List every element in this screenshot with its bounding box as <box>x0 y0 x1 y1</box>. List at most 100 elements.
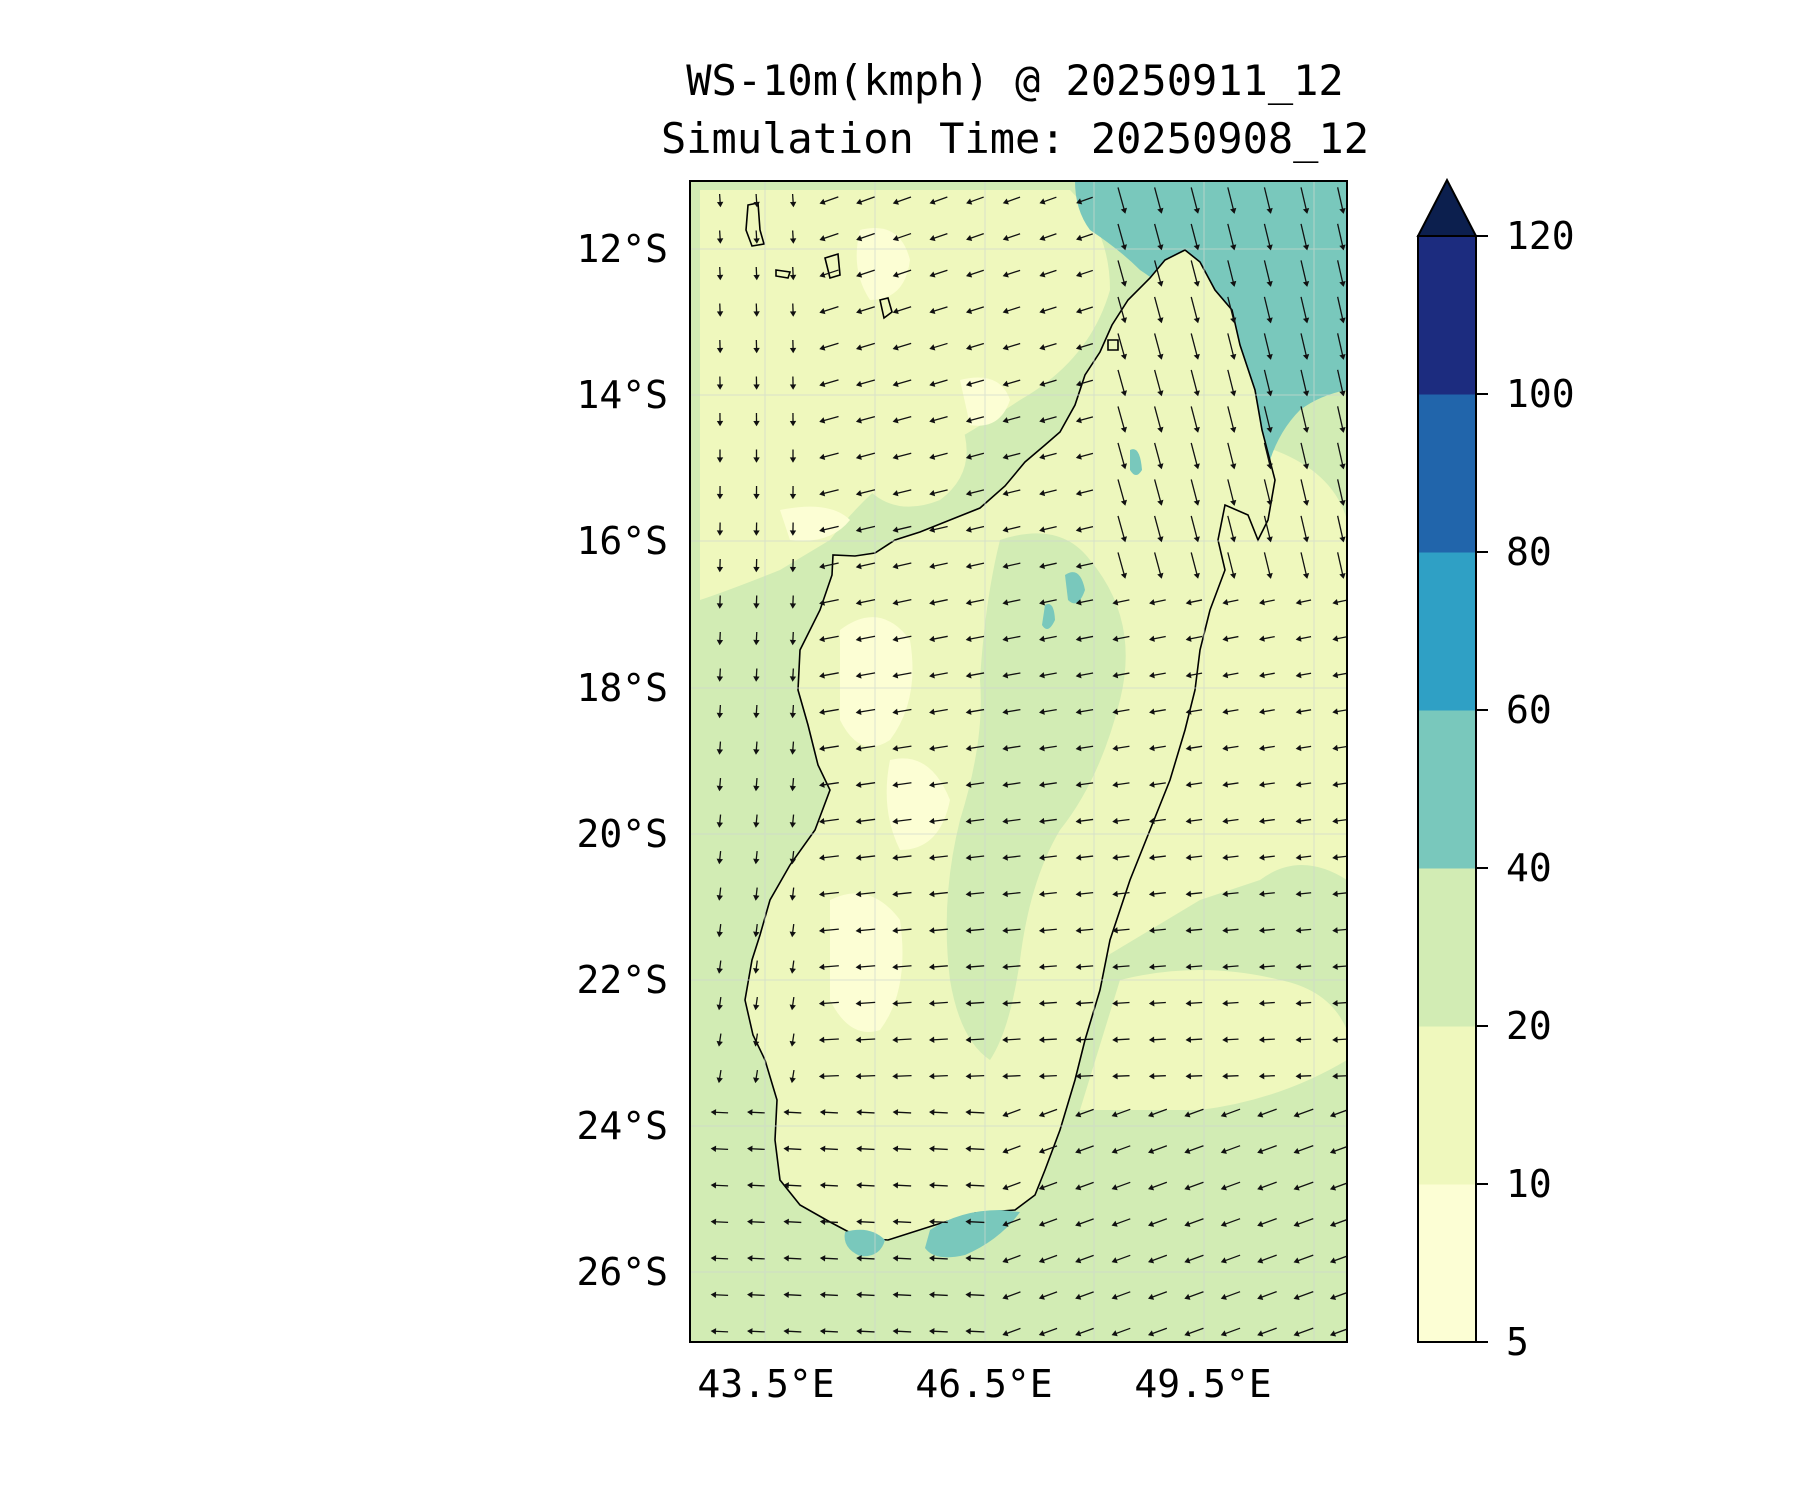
wind-arrow-head <box>1295 635 1302 642</box>
wind-arrow-head <box>753 347 760 354</box>
wind-arrow-head <box>716 274 724 281</box>
wind-arrow-head <box>1112 708 1119 715</box>
wind-arrow-head <box>819 1218 826 1225</box>
wind-arrow-head <box>1339 536 1346 543</box>
colorbar-segments <box>1418 236 1476 1343</box>
wind-arrow-shaft <box>1227 479 1235 505</box>
wind-arrow-head <box>856 307 863 315</box>
wind-arrow-head <box>789 967 796 974</box>
wind-arrow-shaft <box>1117 406 1126 432</box>
wind-arrow-head <box>789 712 797 719</box>
wind-arrow-head <box>1258 854 1265 861</box>
wind-arrow-head <box>892 745 899 752</box>
wind-arrow-head <box>716 931 723 938</box>
wind-arrow-head <box>1002 599 1009 606</box>
wind-arrow-head <box>789 895 796 901</box>
wind-arrow-head <box>1039 562 1046 570</box>
wind-arrow-head <box>819 453 826 460</box>
wind-arrow-head <box>1038 890 1045 898</box>
wind-arrow-shaft <box>1190 406 1199 432</box>
wind-arrow-head <box>753 895 760 901</box>
wind-arrow-head <box>965 817 972 825</box>
wind-arrow-head <box>1002 380 1009 387</box>
wind-arrow-head <box>1258 927 1265 934</box>
wind-arrow-head <box>1075 708 1082 715</box>
wind-arrow-shaft <box>1337 552 1344 578</box>
wind-arrow-head <box>789 603 797 609</box>
wind-arrow-head <box>1329 1257 1337 1264</box>
wind-arrow-head <box>710 1182 717 1189</box>
wind-arrow-head <box>1120 426 1127 433</box>
wind-arrow-head <box>855 1073 862 1080</box>
wind-arrow-head <box>716 749 724 755</box>
wind-arrow-head <box>1302 426 1310 433</box>
wind-arrow-head <box>1193 426 1200 433</box>
wind-arrow-head <box>747 1291 753 1299</box>
map-title: WS-10m(kmph) @ 20250911_12 <box>686 56 1344 105</box>
wind-arrow-head <box>892 1145 899 1152</box>
wind-arrow-head <box>1302 499 1310 506</box>
wind-arrow-head <box>1075 1184 1082 1191</box>
wind-arrow-head <box>1193 463 1200 470</box>
colorbar-segment <box>1418 552 1476 711</box>
wind-arrow-head <box>856 1182 862 1189</box>
wind-arrow-head <box>710 1291 717 1299</box>
wind-arrow-head <box>1257 1257 1264 1264</box>
wind-arrow-head <box>818 927 825 934</box>
wind-arrow-head <box>819 745 825 752</box>
wind-arrow-head <box>1002 1184 1009 1191</box>
wind-arrow-head <box>1258 744 1265 752</box>
wind-arrow-head <box>1332 744 1339 752</box>
wind-arrow-head <box>789 420 797 427</box>
wind-arrow-head <box>1002 854 1008 861</box>
wind-arrow-head <box>1039 234 1046 241</box>
wind-arrow-head <box>783 1218 789 1225</box>
wind-arrow-head <box>1002 817 1009 825</box>
wind-arrow-head <box>928 890 935 898</box>
wind-arrow-head <box>928 1328 935 1335</box>
wind-arrow-head <box>1112 599 1119 606</box>
wind-arrow-head <box>1193 353 1200 360</box>
latitude-labels: 12°S 14°S 16°S 18°S 20°S 22°S 24°S 26°S <box>576 227 668 1294</box>
wind-arrow-head <box>965 1000 972 1007</box>
wind-arrow-head <box>892 854 898 861</box>
wind-arrow-head <box>929 708 935 715</box>
lat-label: 26°S <box>576 1250 668 1294</box>
wind-arrow-head <box>789 493 797 500</box>
wind-arrow-head <box>928 1291 935 1298</box>
wind-arrow-head <box>929 453 936 460</box>
wind-arrow-head <box>1329 1330 1337 1337</box>
wind-arrow-head <box>856 1218 862 1225</box>
wind-arrow-head <box>928 745 935 752</box>
wind-arrow-head <box>1039 599 1045 606</box>
wind-arrow-head <box>966 198 973 205</box>
wind-arrow-head <box>1002 745 1009 752</box>
wind-arrow-head <box>1038 781 1045 788</box>
wind-arrow-head <box>1339 353 1346 360</box>
wind-arrow-shaft <box>1263 260 1272 286</box>
wind-arrow-head <box>965 562 972 570</box>
wind-arrow-shaft <box>1190 442 1199 469</box>
wind-arrow-head <box>1039 672 1045 679</box>
wind-arrow-head <box>892 380 899 387</box>
wind-arrow-head <box>1039 453 1046 460</box>
wind-arrow-head <box>789 785 797 792</box>
wind-arrow-head <box>965 1291 971 1298</box>
wind-arrow-head <box>1339 572 1346 579</box>
wind-arrow-head <box>1148 1072 1155 1080</box>
wind-arrow-head <box>1302 390 1310 397</box>
wind-arrow-head <box>1075 453 1082 460</box>
wind-arrow-head <box>1075 416 1082 424</box>
colorbar-tick-label: 80 <box>1506 530 1552 574</box>
wind-arrow-head <box>753 1004 760 1011</box>
wind-arrow-head <box>1293 1111 1300 1118</box>
wind-arrow-head <box>1293 1147 1300 1155</box>
wind-arrow-shaft <box>1300 479 1308 505</box>
wind-arrow-head <box>1112 781 1119 788</box>
wind-arrow-head <box>855 708 862 716</box>
wind-arrow-head <box>856 1255 862 1262</box>
wind-arrow-shaft <box>1153 333 1163 359</box>
wind-arrow-head <box>892 344 899 351</box>
wind-arrow-head <box>1147 1220 1155 1227</box>
wind-arrow-head <box>965 1072 972 1080</box>
